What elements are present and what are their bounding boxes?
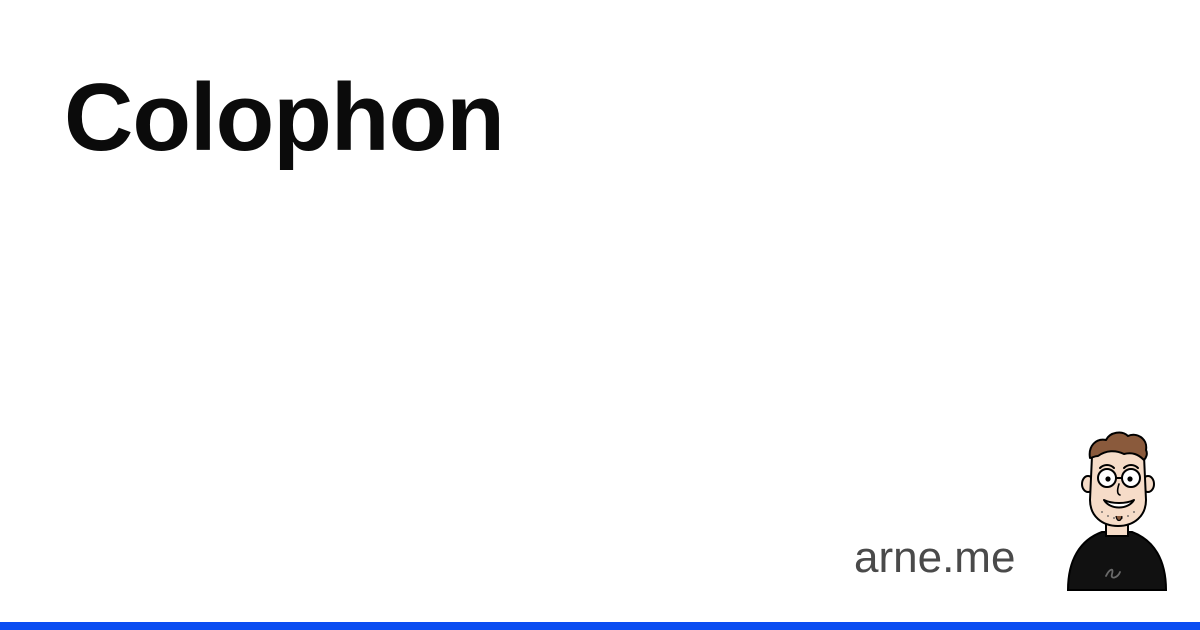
page-title: Colophon (64, 64, 505, 171)
accent-bar (0, 622, 1200, 630)
cartoon-avatar-icon (1066, 431, 1168, 591)
site-name: arne.me (854, 533, 1016, 582)
